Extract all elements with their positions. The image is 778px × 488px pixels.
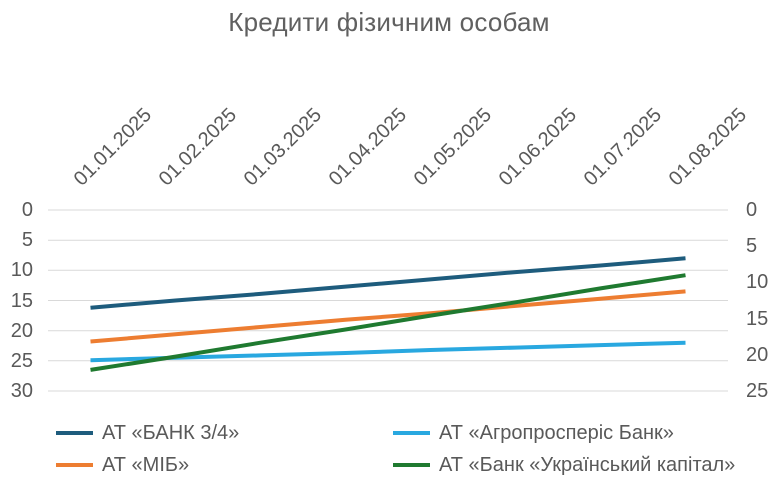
legend-label: АТ «БАНК 3/4» (102, 421, 240, 444)
y-left-tick-label: 10 (10, 259, 33, 282)
legend-line-swatch (56, 431, 93, 435)
x-tick-text: 01.06.2025 (494, 103, 581, 191)
legend-label: АТ «Банк «Український капітал» (439, 453, 736, 476)
legend-item-2: АТ «Агропросперіс Банк» (393, 419, 735, 447)
x-tick-text: 01.07.2025 (579, 103, 666, 191)
x-tick-text: 01.03.2025 (239, 103, 326, 191)
y-left-tick-label: 15 (10, 289, 33, 312)
y-right-tick-label: 5 (746, 235, 758, 258)
legend-item-1: АТ «МІБ» (56, 451, 393, 479)
y-left-tick-label: 20 (10, 319, 33, 342)
legend-line-swatch (393, 431, 430, 435)
x-tick-text: 01.04.2025 (324, 103, 411, 191)
x-tick-text: 01.08.2025 (664, 103, 751, 191)
series-line-1 (90, 289, 686, 344)
legend-line-swatch (393, 463, 430, 467)
y-left-tick-label: 25 (10, 349, 33, 372)
series-line-3 (90, 273, 686, 372)
series-line-0 (90, 256, 686, 310)
legend-label: АТ «Агропросперіс Банк» (439, 421, 674, 444)
y-left-tick-label: 30 (10, 380, 33, 402)
y-right-tick-label: 15 (746, 307, 769, 330)
legend-label: АТ «МІБ» (102, 453, 190, 476)
legend-line-swatch (56, 463, 93, 467)
legend-item-3: АТ «Банк «Український капітал» (393, 451, 735, 479)
y-right-tick-label: 10 (746, 271, 769, 294)
legend: АТ «БАНК 3/4» АТ «МІБ» АТ «Агропросперіс Б… (56, 419, 735, 479)
y-right-tick-label: 20 (746, 343, 769, 366)
series-line-2 (90, 340, 686, 363)
y-left-tick-label: 0 (21, 199, 33, 221)
y-right-tick-label: 0 (746, 199, 758, 221)
x-tick-text: 01.05.2025 (409, 103, 496, 191)
y-left-tick-label: 5 (21, 229, 33, 252)
legend-item-0: АТ «БАНК 3/4» (56, 419, 393, 447)
x-tick-text: 01.02.2025 (154, 103, 241, 191)
x-tick-text: 01.01.2025 (69, 103, 156, 191)
y-right-tick-label: 25 (746, 380, 769, 402)
chart-title: Кредити фізичним особам (228, 7, 550, 37)
